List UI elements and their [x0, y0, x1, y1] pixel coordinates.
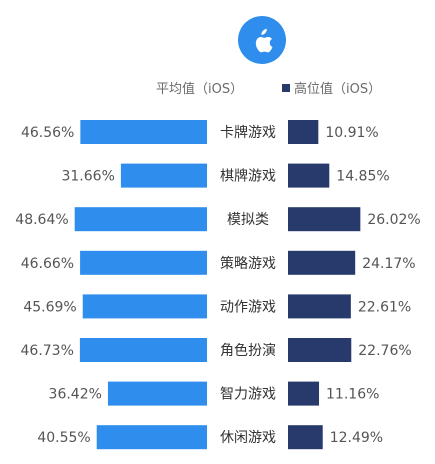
high-bar: [288, 207, 361, 232]
avg-value-label: 40.55%: [37, 430, 90, 446]
legend-average: 平均值（iOS）: [156, 82, 244, 97]
category-label: 智力游戏: [220, 387, 276, 403]
high-bar: [288, 120, 319, 144]
high-value-label: 10.91%: [325, 125, 378, 141]
high-value-label: 11.16%: [326, 387, 379, 403]
avg-bar: [74, 207, 207, 232]
high-bar: [288, 425, 323, 450]
high-bar: [288, 338, 352, 362]
avg-value-label: 46.66%: [21, 256, 74, 272]
high-bar: [288, 381, 320, 406]
avg-bar: [96, 425, 207, 450]
legend-high: 高位值（iOS）: [282, 78, 381, 97]
avg-bar: [80, 250, 207, 275]
category-label: 角色扮演: [220, 342, 276, 359]
high-value-label: 22.76%: [358, 343, 411, 359]
category-label: 卡牌游戏: [220, 124, 276, 141]
category-label: 动作游戏: [220, 299, 276, 315]
avg-value-label: 46.73%: [21, 343, 74, 359]
legend-high-label: 高位值（iOS）: [294, 82, 382, 97]
category-label: 模拟类: [227, 212, 269, 228]
avg-bar: [120, 163, 207, 188]
high-value-label: 12.49%: [330, 430, 383, 446]
avg-value-label: 46.56%: [21, 125, 74, 141]
avg-value-label: 31.66%: [61, 169, 114, 185]
avg-bar: [107, 381, 207, 406]
high-value-label: 14.85%: [336, 169, 389, 185]
high-bar: [288, 250, 356, 275]
category-label: 策略游戏: [220, 255, 276, 272]
category-label: 棋牌游戏: [220, 168, 276, 185]
high-bar: [288, 294, 351, 319]
apple-logo: [238, 16, 286, 64]
high-value-label: 22.61%: [358, 299, 411, 315]
high-value-label: 24.17%: [362, 256, 415, 272]
high-bar: [288, 163, 330, 188]
avg-value-label: 45.69%: [23, 299, 76, 315]
legend-high-swatch: [282, 83, 290, 92]
high-value-label: 26.02%: [367, 212, 420, 228]
category-label: 休闲游戏: [220, 430, 276, 446]
avg-bar: [79, 338, 207, 362]
avg-bar: [80, 120, 207, 144]
avg-bar: [82, 294, 207, 319]
avg-value-label: 36.42%: [49, 387, 102, 403]
apple-icon: [238, 16, 286, 64]
avg-value-label: 48.64%: [15, 212, 68, 228]
